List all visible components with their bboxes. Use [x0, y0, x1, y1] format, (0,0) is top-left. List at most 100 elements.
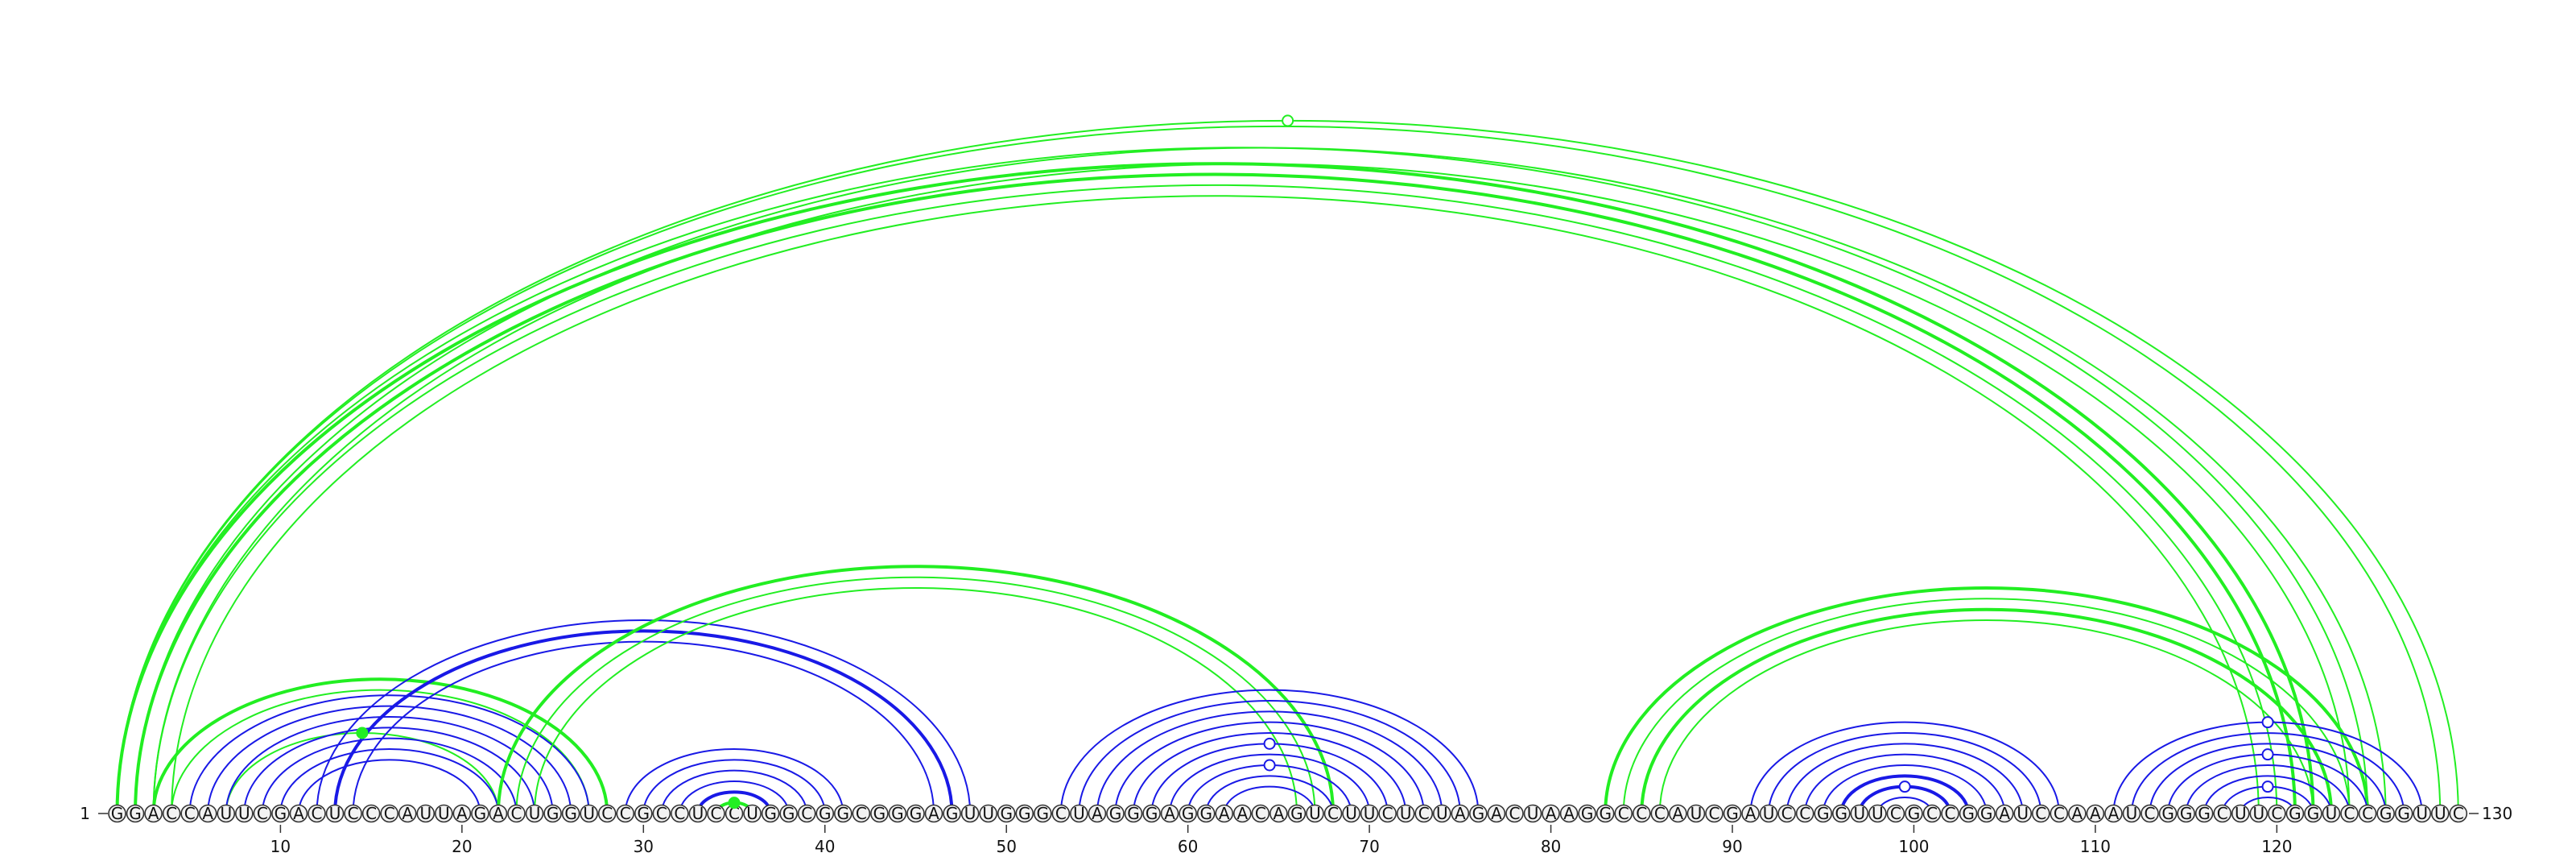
base-pair-arc-23-67: [515, 576, 1316, 814]
nucleotide-letter: A: [1563, 804, 1575, 823]
nucleotide-letter: C: [1255, 804, 1266, 823]
nucleotide-letter: U: [238, 804, 250, 823]
nucleotide-33: U: [688, 804, 708, 823]
nucleotide-letter: A: [1491, 804, 1502, 823]
arc-marker-58-71: [1263, 737, 1276, 750]
nucleotide-circle: [1705, 804, 1724, 823]
nucleotide-130: C: [2449, 804, 2468, 823]
nucleotide-letter: C: [2054, 804, 2065, 823]
nucleotide-circle: [1451, 804, 1470, 823]
base-pair-arc-3-28: [151, 677, 609, 814]
base-pair-arc-3-120: [152, 184, 2278, 814]
nucleotide-125: C: [2358, 804, 2377, 823]
nucleotide-letter: G: [1146, 804, 1158, 823]
nucleotide-92: U: [1759, 804, 1778, 823]
tick-label-100: 100: [1898, 837, 1929, 856]
nucleotide-circle: [960, 804, 980, 823]
nucleotide-circle: [1596, 804, 1615, 823]
nucleotide-letter: C: [1418, 804, 1430, 823]
nucleotide-44: G: [888, 804, 907, 823]
nucleotide-8: U: [235, 804, 254, 823]
base-pair-arc-54-75: [1078, 700, 1461, 814]
base-pair-arc-62-67: [1223, 785, 1316, 814]
nucleotide-circle: [997, 804, 1016, 823]
nucleotide-circle: [325, 804, 345, 823]
nucleotide-79: U: [1523, 804, 1542, 823]
nucleotide-67: U: [1306, 804, 1324, 823]
nucleotide-107: C: [2031, 804, 2050, 823]
nucleotide-39: C: [797, 804, 816, 823]
nucleotide-29: C: [616, 804, 635, 823]
nucleotide-16: C: [380, 804, 398, 823]
nucleotide-116: G: [2194, 804, 2214, 823]
nucleotide-letter: U: [583, 804, 595, 823]
nucleotide-letter: U: [982, 804, 994, 823]
nucleotide-circle: [1868, 804, 1887, 823]
nucleotide-letter: A: [456, 804, 468, 823]
nucleotide-letter: G: [564, 804, 577, 823]
nucleotide-115: G: [2177, 804, 2195, 823]
nucleotide-127: G: [2394, 804, 2413, 823]
nucleotide-24: U: [525, 804, 544, 823]
tick-label-120: 120: [2261, 837, 2292, 856]
nucleotide-circle: [652, 804, 671, 823]
nucleotide-letter: G: [1182, 804, 1195, 823]
nucleotide-circle: [108, 804, 126, 823]
nucleotide-114: G: [2158, 804, 2178, 823]
nucleotide-100: G: [1905, 804, 1923, 823]
tick-label-80: 80: [1541, 837, 1561, 856]
nucleotide-letter: A: [1164, 804, 1175, 823]
nucleotide-letter: A: [1546, 804, 1557, 823]
nucleotide-72: U: [1396, 804, 1415, 823]
nucleotide-letter: U: [692, 804, 704, 823]
nucleotide-circle: [1160, 804, 1179, 823]
base-pair-arc-83-125: [1604, 586, 2370, 814]
nucleotide-circle: [1432, 804, 1451, 823]
nucleotide-circle: [1342, 804, 1360, 823]
nucleotide-letter: C: [184, 804, 196, 823]
nucleotide-108: C: [2050, 804, 2069, 823]
nucleotide-circle: [471, 804, 489, 823]
nucleotide-18: U: [416, 804, 436, 823]
nucleotide-circle: [671, 804, 689, 823]
nucleotide-letter: G: [837, 804, 850, 823]
nucleotide-letter: G: [2289, 804, 2301, 823]
nucleotide-60: G: [1179, 804, 1197, 823]
nucleotide-letter: G: [1908, 804, 1921, 823]
sequence-end-label: 130: [2482, 804, 2512, 823]
sequence-backbone: 1 130: [80, 804, 2512, 823]
base-pair-arc-111-128: [2112, 721, 2423, 814]
nucleotide-circle: [2068, 804, 2087, 823]
nucleotide-circle: [1559, 804, 1579, 823]
nucleotide-letter: U: [2017, 804, 2029, 823]
nucleotide-letter: U: [2326, 804, 2338, 823]
nucleotide-circle: [1578, 804, 1596, 823]
tick-label-90: 90: [1722, 837, 1742, 856]
nucleotide-34: C: [707, 804, 725, 823]
nucleotide-77: A: [1487, 804, 1506, 823]
nucleotide-circle: [1015, 804, 1034, 823]
nucleotide-letter: C: [348, 804, 359, 823]
nucleotide-letter: C: [166, 804, 177, 823]
nucleotide-95: G: [1814, 804, 1833, 823]
nucleotide-letter: G: [129, 804, 142, 823]
nucleotide-letter: C: [620, 804, 631, 823]
nucleotide-37: G: [761, 804, 780, 823]
nucleotide-3: A: [144, 804, 163, 823]
nucleotide-letter: C: [2217, 804, 2228, 823]
nucleotide-90: G: [1723, 804, 1742, 823]
nucleotide-circle: [235, 804, 254, 823]
nucleotide-circle: [1323, 804, 1343, 823]
nucleotide-letter: G: [946, 804, 959, 823]
base-pair-arc-94-105: [1804, 754, 2006, 814]
nucleotide-15: C: [361, 804, 381, 823]
base-pair-arc-22-68: [496, 565, 1335, 814]
nucleotide-circle: [217, 804, 236, 823]
nucleotide-letter: G: [2161, 804, 2174, 823]
nucleotide-47: G: [943, 804, 961, 823]
nucleotide-5: C: [180, 804, 199, 823]
nucleotide-letter: G: [1109, 804, 1122, 823]
nucleotide-circle: [1886, 804, 1905, 823]
nucleotide-letter: G: [1962, 804, 1975, 823]
